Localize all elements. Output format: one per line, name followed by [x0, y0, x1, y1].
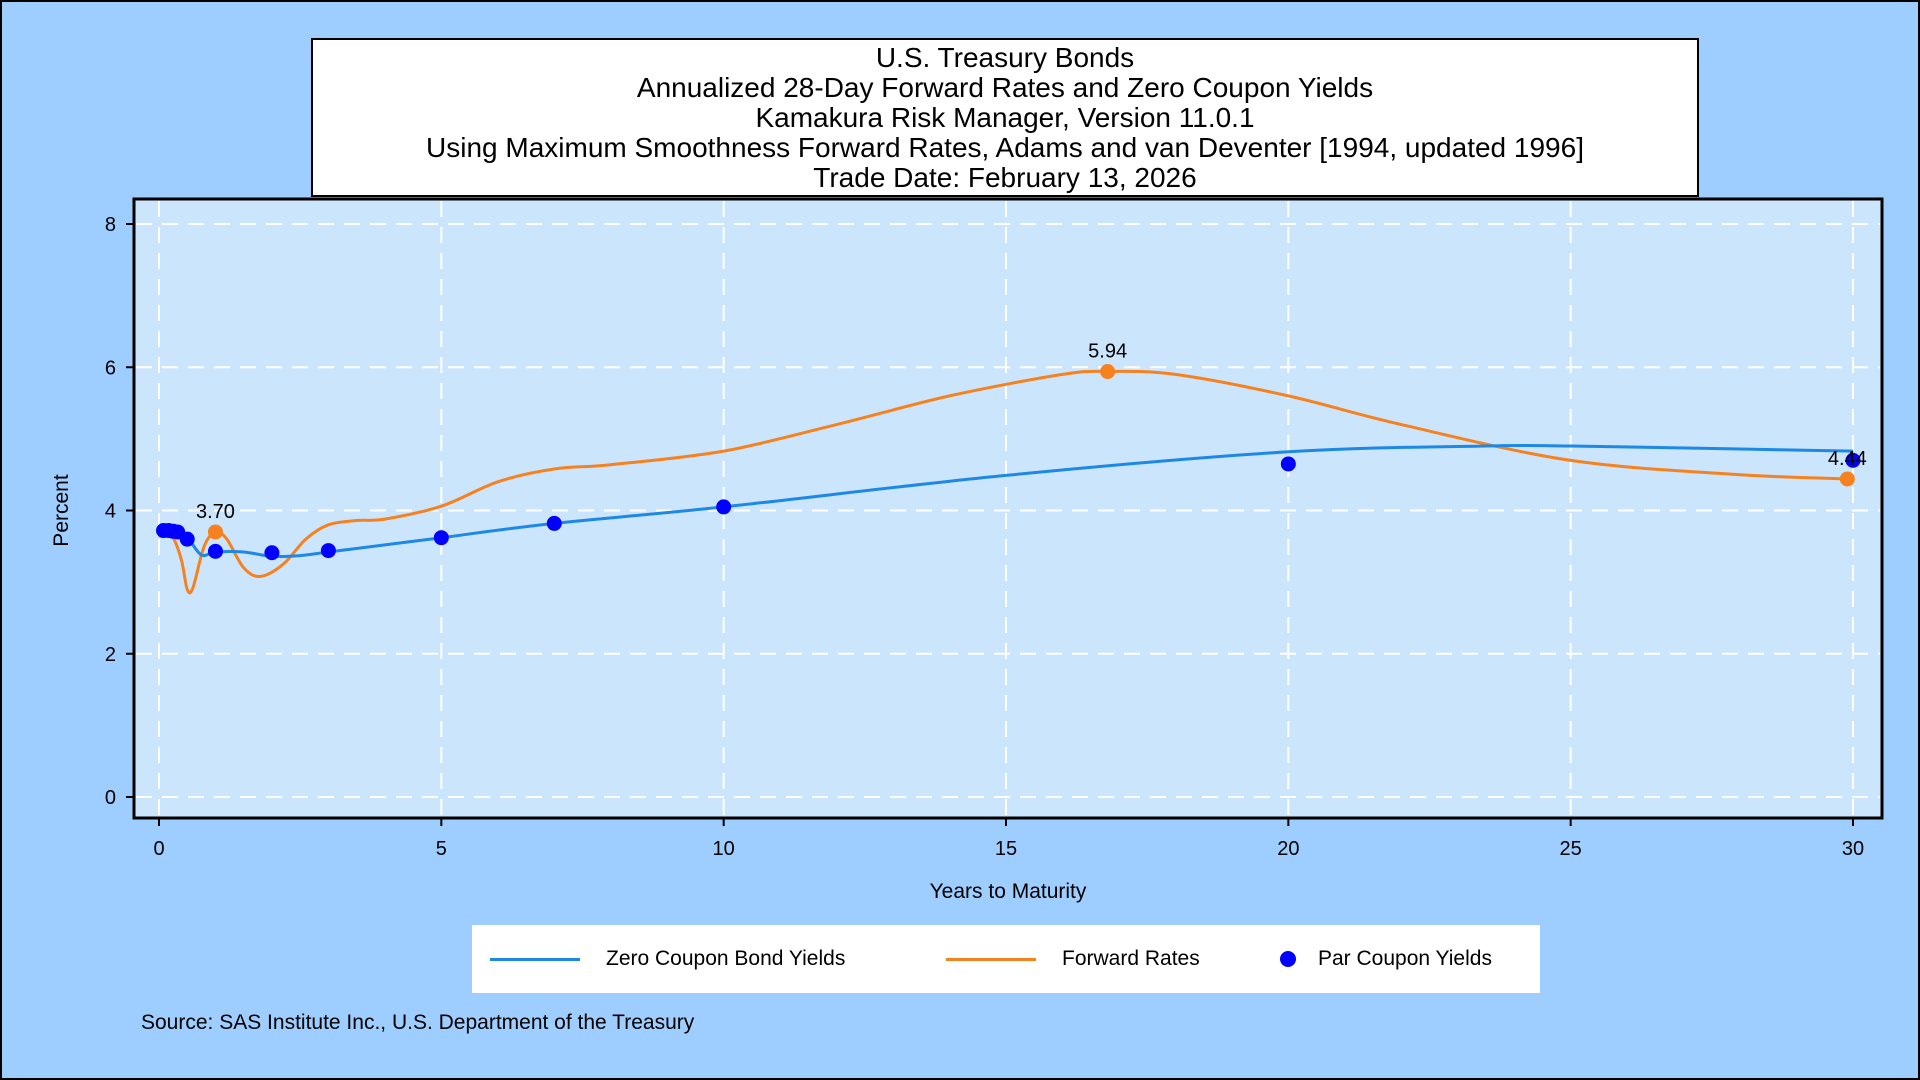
par-coupon-yield-point — [320, 543, 336, 559]
legend-label-forward: Forward Rates — [1062, 947, 1200, 970]
x-tick-label: 20 — [1277, 838, 1299, 860]
y-tick-label: 4 — [105, 501, 116, 523]
y-axis-label: Percent — [50, 474, 73, 547]
y-tick-label: 6 — [105, 357, 116, 379]
x-tick-label: 30 — [1842, 838, 1864, 860]
x-tick-label: 0 — [153, 838, 164, 860]
y-tick-label: 2 — [105, 644, 116, 666]
par-coupon-yield-point — [716, 499, 732, 515]
series-line-forward-rates — [162, 369, 1854, 595]
par-coupon-yield-point — [207, 543, 223, 559]
x-tick-label: 25 — [1560, 838, 1582, 860]
x-axis-label: Years to Maturity — [930, 880, 1087, 903]
chart-title-line-4: Using Maximum Smoothness Forward Rates, … — [426, 131, 1584, 163]
legend-entry-zero-coupon: Zero Coupon Bond Yields — [490, 925, 845, 993]
forward-rate-data-label: 5.94 — [1088, 341, 1127, 363]
y-tick-label: 0 — [105, 787, 116, 809]
par-coupon-yield-point — [433, 530, 449, 546]
par-coupon-yield-point — [546, 515, 562, 531]
forward-rate-data-label: 3.70 — [196, 501, 235, 523]
source-note: Source: SAS Institute Inc., U.S. Departm… — [141, 1011, 695, 1034]
forward-rate-marker — [1100, 364, 1116, 380]
chart-title-line-1: U.S. Treasury Bonds — [875, 41, 1135, 73]
par-coupon-yield-point — [264, 545, 280, 561]
x-tick-label: 15 — [995, 838, 1017, 860]
par-coupon-yield-point — [1845, 452, 1861, 468]
forward-rate-data-label: 4.44 — [1828, 448, 1867, 470]
legend-swatch-par — [1280, 951, 1296, 967]
legend-entry-par: Par Coupon Yields — [1280, 925, 1492, 993]
x-tick-label: 10 — [713, 838, 735, 860]
x-tick-label: 5 — [436, 838, 447, 860]
legend-entry-forward: Forward Rates — [946, 925, 1200, 993]
chart-legend: Zero Coupon Bond Yields Forward Rates Pa… — [472, 925, 1540, 993]
par-coupon-yield-point — [179, 531, 195, 547]
chart-title-box: U.S. Treasury Bonds Annualized 28-Day Fo… — [311, 38, 1699, 197]
plot-area — [132, 197, 1884, 820]
forward-rate-marker — [207, 524, 223, 540]
forward-rate-marker — [1839, 471, 1855, 487]
par-coupon-yield-point — [1280, 456, 1296, 472]
chart-title-line-3: Kamakura Risk Manager, Version 11.0.1 — [755, 101, 1255, 133]
y-tick-label: 8 — [105, 214, 116, 236]
chart-title-line-5: Trade Date: February 13, 2026 — [813, 161, 1197, 193]
legend-label-zero-coupon: Zero Coupon Bond Yields — [606, 947, 846, 970]
chart-title-line-2: Annualized 28-Day Forward Rates and Zero… — [636, 71, 1374, 103]
legend-swatch-forward — [946, 957, 1036, 961]
legend-swatch-zero-coupon — [490, 957, 580, 961]
legend-label-par: Par Coupon Yields — [1318, 947, 1492, 970]
